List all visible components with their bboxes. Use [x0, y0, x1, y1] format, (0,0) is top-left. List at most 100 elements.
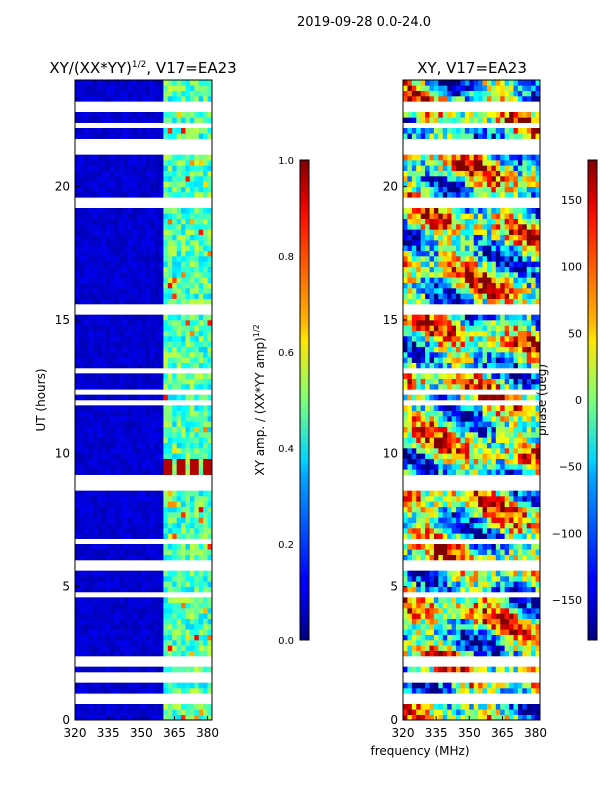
right-heatmap-cell: [526, 373, 532, 379]
left-heatmap-cell: [123, 181, 129, 187]
right-heatmap-cell: [500, 453, 505, 459]
left-heatmap-cell: [185, 208, 191, 214]
left-heatmap-cell: [128, 394, 133, 401]
right-heatmap-cell: [491, 373, 497, 379]
left-heatmap-cell: [145, 426, 151, 433]
right-heatmap-cell: [411, 437, 417, 443]
left-heatmap-cell: [97, 602, 102, 609]
left-heatmap-cell: [145, 704, 151, 710]
right-heatmap-cell: [478, 490, 483, 497]
right-heatmap-cell: [433, 421, 439, 427]
left-heatmap-cell: [92, 314, 98, 321]
right-heatmap-cell: [464, 336, 470, 342]
right-heatmap-cell: [495, 714, 501, 721]
right-heatmap-cell: [478, 549, 483, 555]
left-heatmap-cell: [101, 496, 107, 502]
left-heatmap-cell: [163, 501, 169, 507]
right-heatmap-cell: [526, 650, 532, 657]
left-heatmap-cell: [185, 432, 191, 438]
left-heatmap-cell: [101, 448, 107, 454]
left-heatmap-cell: [97, 154, 102, 161]
left-heatmap-cell: [88, 416, 93, 422]
left-heatmap-cell: [75, 458, 80, 465]
left-heatmap-cell: [132, 533, 138, 539]
left-heatmap-cell: [172, 181, 177, 187]
right-heatmap-cell: [469, 544, 475, 550]
left-heatmap-cell: [97, 128, 102, 134]
left-heatmap-cell: [101, 624, 107, 630]
left-heatmap-cell: [105, 490, 111, 497]
left-heatmap-cell: [158, 704, 164, 710]
left-heatmap-cell: [207, 213, 213, 219]
left-heatmap-cell: [203, 533, 208, 539]
left-heatmap-cell: [203, 378, 208, 385]
left-heatmap-cell: [158, 341, 164, 347]
left-heatmap-cell: [101, 133, 107, 139]
right-heatmap-cell: [495, 496, 501, 502]
left-heatmap-cell: [145, 709, 151, 715]
right-heatmap-cell: [403, 357, 408, 363]
right-heatmap-cell: [416, 704, 421, 710]
left-heatmap-cell: [88, 581, 93, 587]
right-heatmap-cell: [464, 586, 470, 593]
left-heatmap-cell: [141, 586, 147, 593]
left-heatmap-cell: [189, 341, 195, 347]
right-heatmap-cell: [509, 416, 514, 422]
right-heatmap-cell: [469, 501, 475, 507]
left-heatmap-cell: [154, 373, 160, 379]
right-heatmap-cell: [442, 416, 448, 422]
left-heatmap-cell: [207, 618, 213, 625]
right-heatmap-cell: [433, 645, 439, 651]
right-heatmap-cell: [513, 618, 519, 625]
left-heatmap-cell: [198, 421, 204, 427]
left-heatmap-cell: [132, 554, 138, 561]
left-heatmap-cell: [158, 629, 164, 635]
left-heatmap-cell: [83, 597, 89, 603]
right-heatmap-cell: [522, 320, 528, 326]
left-heatmap-cell: [158, 117, 164, 123]
right-heatmap-cell: [442, 325, 448, 331]
left-heatmap-cell: [101, 154, 107, 161]
right-heatmap-cell: [456, 533, 461, 539]
right-heatmap-cell: [456, 666, 461, 673]
left-heatmap-cell: [167, 421, 173, 427]
right-heatmap-cell: [526, 421, 532, 427]
right-heatmap-cell: [456, 336, 461, 342]
left-heatmap-cell: [150, 517, 155, 523]
left-heatmap-cell: [119, 618, 124, 625]
left-heatmap-cell: [83, 517, 89, 523]
left-heatmap-cell: [198, 325, 204, 331]
right-heatmap-cell: [442, 266, 448, 273]
left-heatmap-cell: [88, 213, 93, 219]
right-heatmap-cell: [509, 288, 514, 294]
right-heatmap-cell: [411, 352, 417, 358]
left-heatmap-cell: [119, 517, 124, 523]
right-heatmap-cell: [451, 682, 457, 689]
right-heatmap-cell: [438, 266, 444, 273]
right-heatmap-cell: [531, 709, 536, 715]
left-heatmap-cell: [97, 293, 102, 299]
right-heatmap-cell: [513, 544, 519, 550]
left-heatmap-cell: [110, 394, 116, 401]
right-heatmap-cell: [504, 634, 510, 641]
left-heatmap-cell: [167, 208, 173, 214]
left-heatmap-cell: [207, 416, 213, 422]
left-heatmap-cell: [79, 181, 85, 187]
left-heatmap-cell: [105, 522, 111, 529]
right-heatmap-cell: [495, 517, 501, 523]
right-heatmap-cell: [411, 416, 417, 422]
left-heatmap-cell: [176, 416, 182, 422]
right-heatmap-cell: [500, 629, 505, 635]
left-heatmap-cell: [172, 346, 177, 353]
right-heatmap-cell: [407, 464, 413, 470]
left-heatmap-cell: [132, 160, 138, 166]
left-heatmap-cell: [198, 341, 204, 347]
left-heatmap-cell: [145, 325, 151, 331]
left-heatmap-cell: [128, 272, 133, 278]
left-heatmap-cell: [75, 261, 80, 267]
left-heatmap-cell: [105, 682, 111, 689]
left-heatmap-cell: [198, 277, 204, 283]
left-heatmap-cell: [114, 453, 120, 459]
left-heatmap-cell: [136, 261, 142, 267]
right-heatmap-cell: [469, 581, 475, 587]
